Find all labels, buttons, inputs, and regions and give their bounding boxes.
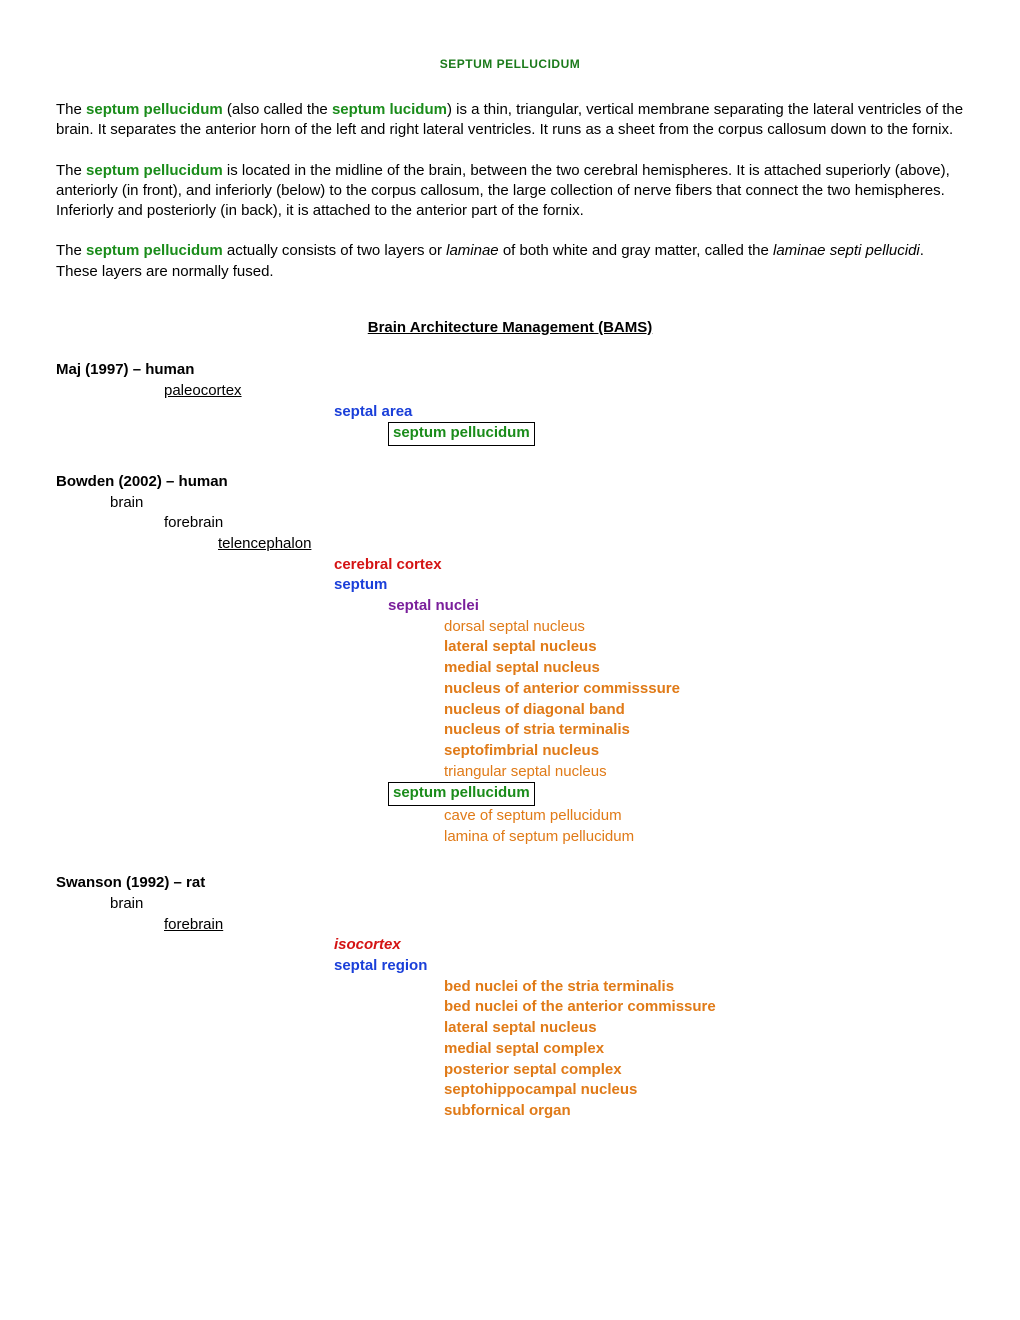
tree-item: septal nuclei: [388, 597, 479, 614]
tree-item: posterior septal complex: [444, 1061, 622, 1078]
tree-item: nucleus of anterior commisssure: [444, 680, 680, 697]
tree-item: dorsal septal nucleus: [444, 618, 585, 635]
text: (also called the: [223, 101, 332, 118]
tree-item: forebrain: [164, 916, 223, 933]
tree-item: paleocortex: [164, 382, 242, 399]
paragraph-3: The septum pellucidum actually consists …: [56, 241, 964, 282]
term-bold: septum pellucidum: [86, 101, 223, 118]
text: The: [56, 101, 86, 118]
tree-item: lateral septal nucleus: [444, 1019, 597, 1036]
source-swanson: Swanson (1992) – rat: [56, 873, 964, 894]
tree-item: isocortex: [334, 936, 401, 953]
tree-item: septal region: [334, 957, 427, 974]
tree-item: lamina of septum pellucidum: [444, 828, 634, 845]
tree-item: forebrain: [164, 514, 223, 531]
text: of both white and gray matter, called th…: [499, 242, 773, 259]
source-maj: Maj (1997) – human: [56, 360, 964, 381]
tree-item: nucleus of diagonal band: [444, 701, 625, 718]
tree-item: cave of septum pellucidum: [444, 807, 622, 824]
tree-item: medial septal nucleus: [444, 659, 600, 676]
italic-term: laminae: [446, 242, 499, 259]
tree-item-boxed: septum pellucidum: [388, 782, 535, 806]
source-bowden: Bowden (2002) – human: [56, 472, 964, 493]
tree-item: subfornical organ: [444, 1102, 571, 1119]
text: The: [56, 242, 86, 259]
section-heading: Brain Architecture Management (BAMS): [56, 318, 964, 338]
tree-item: medial septal complex: [444, 1040, 604, 1057]
tree-item: brain: [110, 494, 143, 511]
tree-item: cerebral cortex: [334, 556, 442, 573]
paragraph-2: The septum pellucidum is located in the …: [56, 161, 964, 222]
term-bold: septum pellucidum: [86, 162, 223, 179]
tree-item: brain: [110, 895, 143, 912]
tree-item: triangular septal nucleus: [444, 763, 607, 780]
tree-item: bed nuclei of the stria terminalis: [444, 978, 674, 995]
paragraph-1: The septum pellucidum (also called the s…: [56, 100, 964, 141]
tree-item: septofimbrial nucleus: [444, 742, 599, 759]
tree-item: septohippocampal nucleus: [444, 1081, 637, 1098]
text: actually consists of two layers or: [223, 242, 446, 259]
tree-item: telencephalon: [218, 535, 311, 552]
italic-term: laminae septi pellucidi: [773, 242, 920, 259]
tree-item: nucleus of stria terminalis: [444, 721, 630, 738]
term-bold: septum pellucidum: [86, 242, 223, 259]
term-bold: septum lucidum: [332, 101, 447, 118]
tree-item: septum: [334, 576, 387, 593]
text: The: [56, 162, 86, 179]
tree-item: septal area: [334, 403, 412, 420]
tree-item: lateral septal nucleus: [444, 638, 597, 655]
page-title: SEPTUM PELLUCIDUM: [56, 56, 964, 72]
tree-item: bed nuclei of the anterior commissure: [444, 998, 716, 1015]
tree-item-boxed: septum pellucidum: [388, 422, 535, 446]
